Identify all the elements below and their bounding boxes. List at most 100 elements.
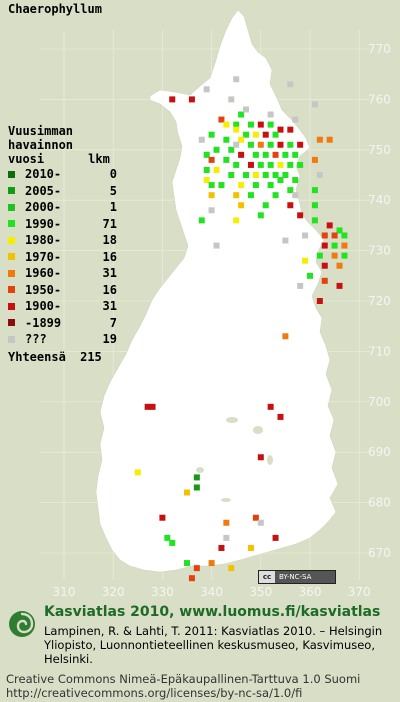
observation-marker [233,76,240,83]
observation-marker [233,161,240,168]
observation-marker [238,151,245,158]
observation-marker [302,257,309,264]
legend-count: 5 [109,183,117,198]
observation-marker [277,141,284,148]
legend-period: 1900- [25,299,62,314]
observation-marker [203,177,210,184]
legend-row: 1960- 31 [8,265,117,282]
observation-marker [331,232,338,239]
observation-marker [267,111,274,118]
observation-marker [321,277,328,284]
observation-marker [272,192,279,199]
observation-marker [311,101,318,108]
observation-marker [282,237,289,244]
observation-marker [311,202,318,209]
legend-count: 1 [109,200,117,215]
y-tick-label: 760 [368,92,391,106]
observation-marker [316,298,323,304]
observation-marker [223,156,230,163]
legend-count: 18 [102,233,117,248]
observation-marker [272,534,279,541]
observation-marker [311,187,318,194]
observation-marker [292,116,299,123]
observation-marker [169,96,176,103]
observation-marker [336,262,343,269]
kasviatlas-logo-icon [9,611,35,637]
observation-marker [203,86,210,93]
observation-marker [233,121,240,128]
observation-markers [134,76,348,582]
observation-marker [223,136,230,143]
legend-period: ??? [25,332,47,347]
legend-row: 2010- 0 [8,166,117,183]
observation-marker [292,151,299,158]
observation-marker [267,121,274,128]
y-tick-label: 710 [368,344,391,358]
observation-marker [223,121,230,128]
observation-marker [188,96,195,103]
y-tick-label: 750 [368,143,391,157]
observation-marker [292,192,299,199]
observation-marker [134,469,141,476]
observation-marker [321,242,328,249]
y-tick-label: 700 [368,395,391,409]
legend-row: 1970- 16 [8,249,117,266]
observation-marker [238,182,245,189]
observation-marker [316,136,323,143]
observation-marker [282,333,289,340]
observation-marker [184,560,190,567]
legend-period: 1980- [25,233,62,248]
observation-marker [149,403,156,410]
observation-marker [257,161,264,168]
legend-swatch [8,286,15,294]
observation-marker [223,534,230,541]
observation-marker [311,156,318,163]
legend-period: -1899 [25,315,62,330]
x-tick-label: 340 [200,585,223,599]
observation-marker [321,262,328,269]
observation-marker [252,151,259,158]
observation-marker [307,272,313,279]
x-tick-label: 350 [249,585,272,599]
legend-count: 31 [102,266,117,281]
observation-marker [287,126,294,133]
observation-marker [247,192,254,199]
legend-col-count: lkm [88,152,110,166]
observation-marker [228,96,235,103]
legend-swatch [8,170,15,178]
cc-license-badge[interactable]: cc BY-NC-SA [258,570,336,584]
license-line-1: Creative Commons Nimeä-Epäkaupallinen-Ta… [6,672,361,686]
observation-marker [272,151,279,158]
observation-marker [297,212,304,219]
legend-swatch [8,335,15,343]
observation-marker [208,560,215,567]
legend-heading-1: Vuusimman [8,124,74,138]
observation-marker [208,192,215,199]
observation-marker [341,252,348,259]
observation-marker [282,151,289,158]
legend: Vuusimman havainnon vuosi lkm 2010- 0 2005… [8,124,117,365]
observation-marker [203,166,210,173]
observation-marker [218,544,225,551]
observation-marker [218,116,225,123]
observation-marker [198,217,205,224]
observation-marker [188,575,195,582]
observation-marker [233,126,240,133]
legend-count: 19 [102,332,117,347]
observation-marker [297,141,304,148]
observation-marker [159,514,166,521]
y-tick-label: 720 [368,294,391,308]
license-url[interactable]: http://creativecommons.org/licenses/by-n… [6,686,303,700]
observation-marker [302,232,309,239]
observation-marker [247,544,254,551]
observation-marker [238,136,245,143]
observation-marker [267,403,274,410]
observation-marker [292,177,299,184]
cc-badge-text: BY-NC-SA [279,573,312,581]
legend-row: 1980- 18 [8,232,117,249]
legend-col-year: vuosi [8,152,45,166]
observation-marker [272,131,279,138]
legend-row: 1950- 16 [8,282,117,299]
observation-marker [193,484,200,491]
